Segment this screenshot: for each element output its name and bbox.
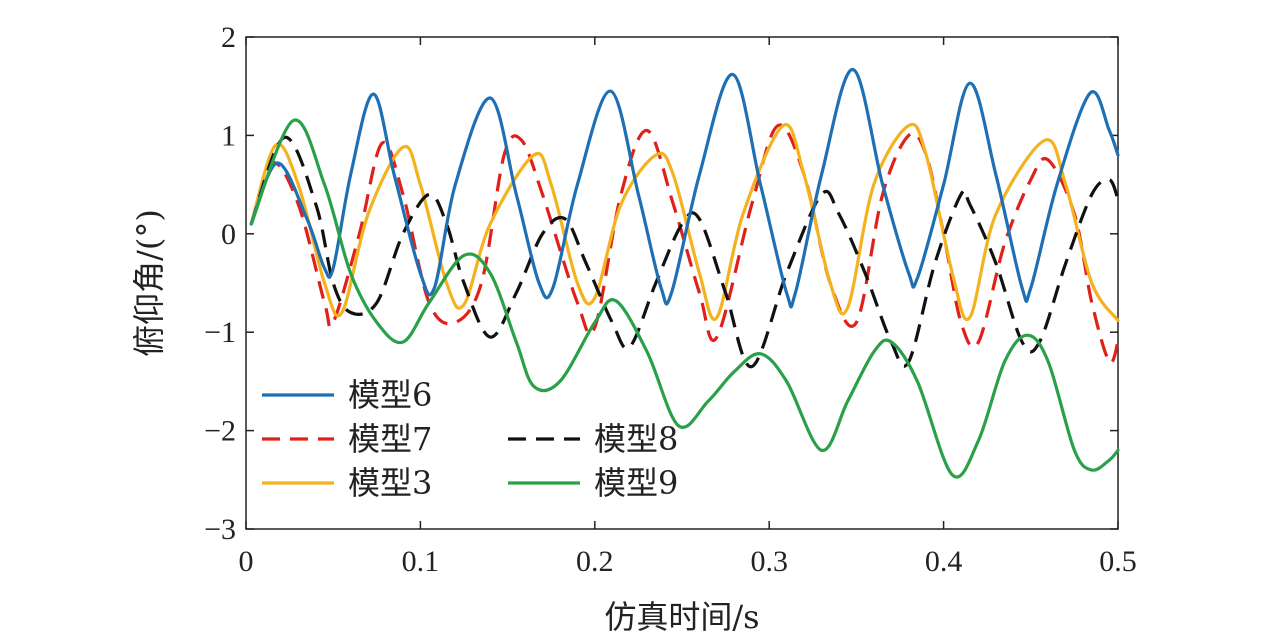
x-tick-label: 0.4 [925,545,963,578]
x-tick-label: 0.1 [402,545,440,578]
y-tick-label: 2 [221,21,236,54]
series-line-模型6 [249,67,1120,309]
y-axis-label: 俯仰角/(°) [130,209,168,357]
y-tick-label: 1 [221,119,236,152]
y-axis-ticks: −3 −2 −1 0 1 2 [204,21,1118,546]
y-tick-label: −3 [204,513,236,546]
y-tick-label: 0 [221,218,236,251]
x-tick-label: 0 [239,545,254,578]
x-tick-label: 0.3 [750,545,788,578]
legend-entry-label: 模型6 [348,376,432,414]
series-line-模型8 [249,135,1120,369]
series-line-模型9 [249,118,1120,479]
series-line-模型7 [249,123,1120,365]
plot-frame [245,36,1119,530]
y-tick-label: −2 [204,415,236,448]
legend: 模型6 模型7 模型3 模型8 模型9 [262,376,678,502]
x-axis-ticks: 0 0.1 0.2 0.3 0.4 0.5 [239,37,1137,578]
series-line-模型3 [249,122,1120,322]
x-tick-label: 0.5 [1099,545,1137,578]
y-tick-label: −1 [204,316,236,349]
legend-entry-label: 模型7 [348,420,432,458]
legend-entry-label: 模型3 [348,464,432,502]
x-axis-label: 仿真时间/s [604,598,759,636]
x-tick-label: 0.2 [576,545,614,578]
series-layer [249,67,1120,479]
legend-entry-label: 模型8 [594,420,678,458]
legend-entry-label: 模型9 [594,464,678,502]
